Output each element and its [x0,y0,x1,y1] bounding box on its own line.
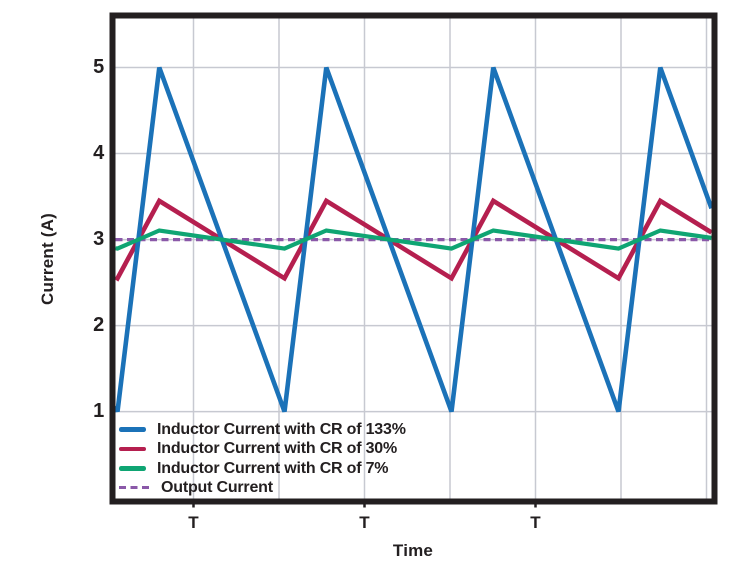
y-tick-1: 1 [93,400,104,422]
y-tick-5: 5 [93,56,104,78]
legend-item-cr-133: Inductor Current with CR of 133% [119,420,406,439]
y-axis-title: Current (A) [38,213,57,305]
legend-item-cr-30: Inductor Current with CR of 30% [119,439,406,458]
x-tick-T-1: T [188,513,199,532]
y-tick-3: 3 [93,228,104,250]
legend: Inductor Current with CR of 133% Inducto… [119,420,406,497]
red-line-swatch-icon [119,446,146,452]
plot-border [109,12,718,505]
waveform-lines [115,66,712,413]
legend-label: Inductor Current with CR of 133% [157,421,406,438]
purple-dashed-line-swatch-icon [119,485,150,490]
legend-item-cr-7: Inductor Current with CR of 7% [119,459,406,478]
y-tick-2: 2 [93,314,104,336]
series-line-2 [115,228,712,251]
y-tick-4: 4 [93,142,104,164]
legend-label: Output Current [161,478,273,496]
x-tick-T-2: T [359,513,370,532]
legend-label: Inductor Current with CR of 30% [157,440,398,458]
legend-label: Inductor Current with CR of 7% [157,459,389,477]
legend-item-output-current: Output Current [119,478,406,497]
blue-line-swatch-icon [119,427,146,432]
x-tick-T-3: T [530,513,541,532]
green-line-swatch-icon [119,465,146,471]
x-axis-title: Time [392,541,434,560]
